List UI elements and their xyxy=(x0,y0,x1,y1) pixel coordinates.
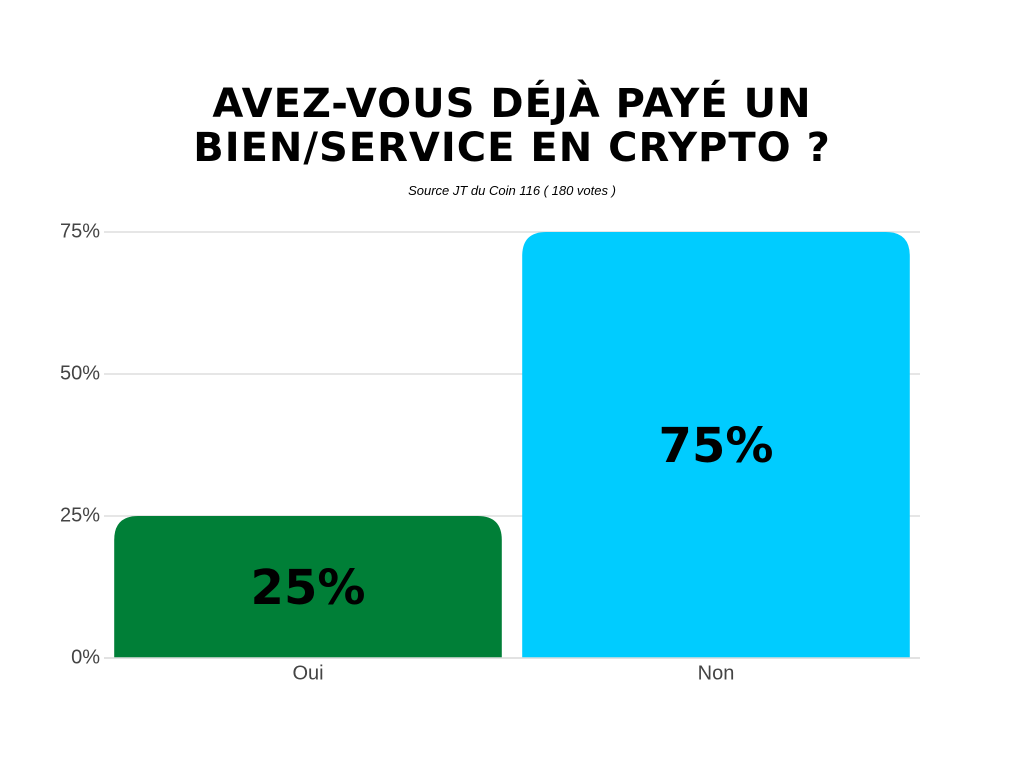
chart-subtitle: Source JT du Coin 116 ( 180 votes ) xyxy=(408,183,616,198)
bar xyxy=(522,232,910,658)
x-tick-label: Oui xyxy=(292,662,323,684)
bar xyxy=(114,516,502,658)
y-tick-label: 75% xyxy=(60,220,100,242)
y-tick-label: 50% xyxy=(60,362,100,384)
value-label: 25% xyxy=(251,560,366,616)
chart-title: AVEZ-VOUS DÉJÀ PAYÉ UN BIEN/SERVICE EN C… xyxy=(193,81,831,171)
value-label: 75% xyxy=(659,418,774,474)
y-tick-label: 25% xyxy=(60,504,100,526)
y-tick-label: 0% xyxy=(71,646,100,668)
x-tick-label: Non xyxy=(698,662,735,684)
